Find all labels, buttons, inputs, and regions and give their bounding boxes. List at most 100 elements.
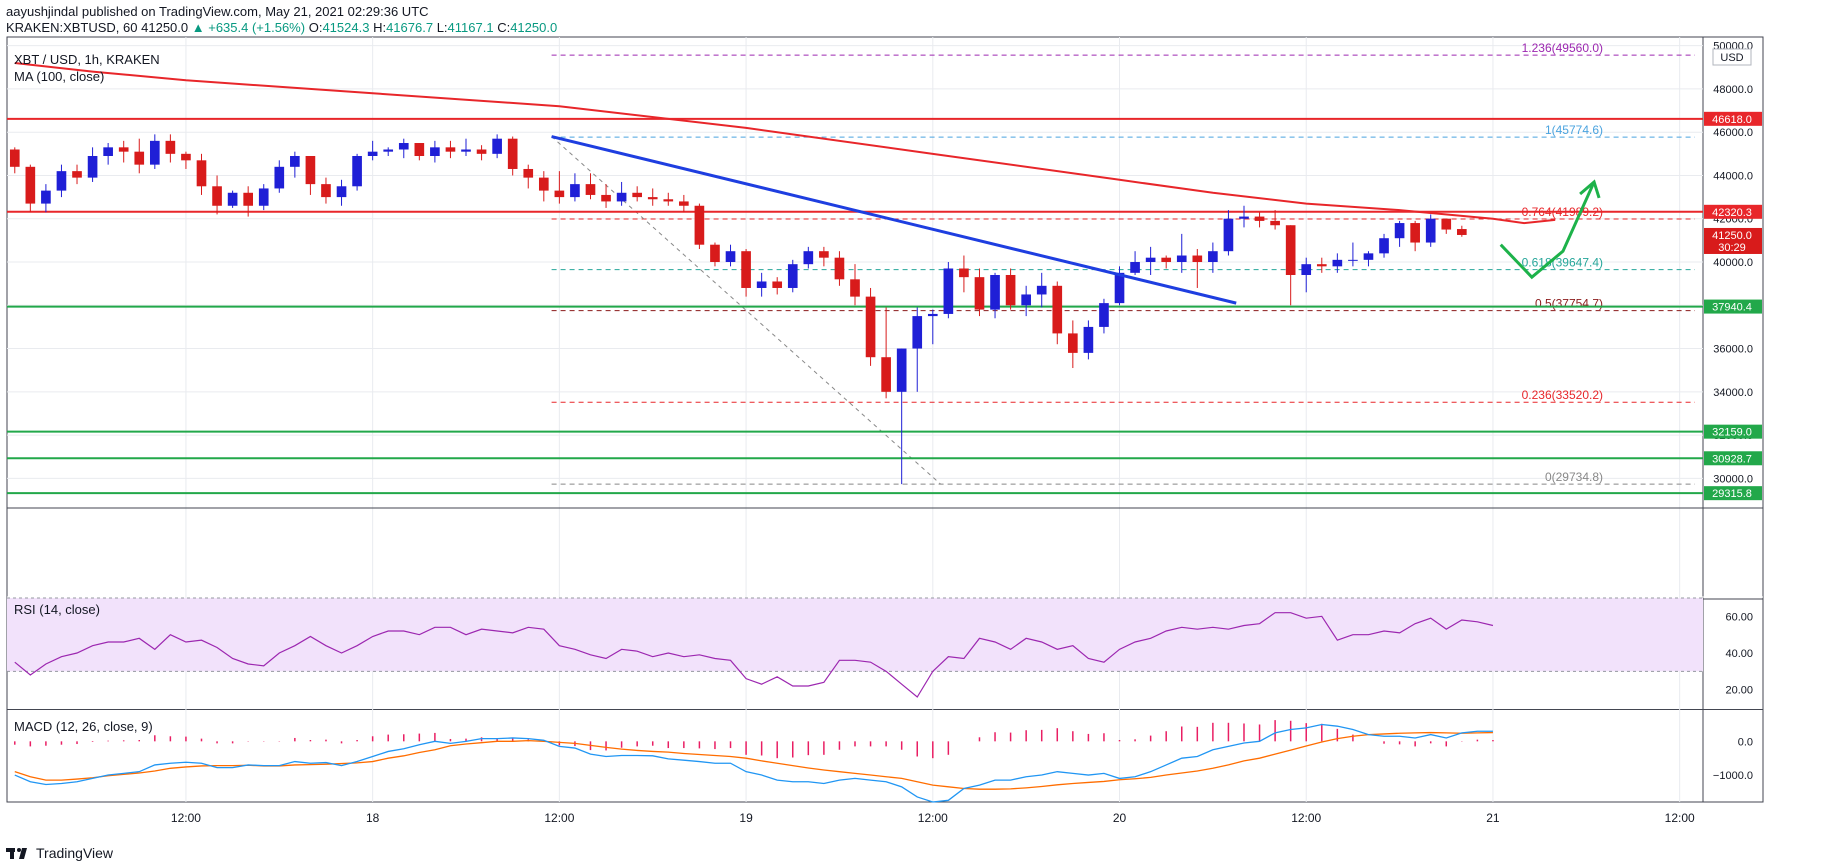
price-level-label: 37940.4 <box>1712 302 1752 314</box>
y-tick-label: 46000.0 <box>1713 127 1753 139</box>
low-label: L: <box>436 20 448 35</box>
candle-body <box>1145 257 1156 263</box>
price-level-label: 32159.0 <box>1712 427 1752 439</box>
candle-body <box>1301 264 1312 275</box>
candle-body <box>430 147 440 156</box>
candle-body <box>803 251 814 265</box>
candle-body <box>819 251 829 258</box>
candle-body <box>787 264 798 288</box>
candle-body <box>710 244 720 263</box>
candle-body <box>554 190 565 198</box>
candle-body <box>321 184 331 198</box>
price-level-label: 29315.8 <box>1712 488 1752 500</box>
candle-body <box>492 138 502 154</box>
candle-body <box>1036 285 1047 295</box>
candle-body <box>1254 216 1265 221</box>
price-level-label: 42320.3 <box>1712 207 1752 219</box>
currency-badge <box>1712 48 1752 66</box>
candle-body <box>865 296 876 358</box>
candle-body <box>959 268 969 278</box>
candle-body <box>538 177 549 191</box>
price-level-label: 41250.0 <box>1712 230 1752 242</box>
chart-frame <box>6 36 1764 803</box>
candle-body <box>305 155 316 185</box>
fib-level-label: 0.618(39647.4) <box>1522 256 1603 270</box>
price-level-tag <box>1704 451 1762 466</box>
y-tick-label: 30000.0 <box>1713 473 1753 485</box>
candle-body <box>1114 272 1125 304</box>
close-label: C: <box>497 20 511 35</box>
candle-body <box>850 279 860 297</box>
price-level-tag <box>1704 227 1762 254</box>
candle-body <box>974 277 985 310</box>
candle-body <box>1068 333 1078 353</box>
x-tick-label: 18 <box>366 811 380 825</box>
candle-body <box>1192 255 1203 263</box>
candle-body <box>990 274 1000 310</box>
candle-body <box>772 281 783 288</box>
candle-body <box>570 184 580 198</box>
candle-body <box>1441 218 1452 230</box>
x-tick-label: 12:00 <box>1665 811 1695 825</box>
candle-body <box>1239 216 1249 219</box>
x-tick-label: 19 <box>739 811 753 825</box>
x-tick-label: 20 <box>1113 811 1127 825</box>
price-level-label: 46618.0 <box>1712 114 1752 126</box>
x-tick-label: 12:00 <box>1291 811 1321 825</box>
candle-body <box>601 194 611 202</box>
candle-body <box>585 184 596 195</box>
candle-body <box>741 251 751 288</box>
candle-body <box>756 281 767 288</box>
candle-body <box>1052 285 1063 334</box>
candle-body <box>103 147 113 156</box>
macd-tick-label: −1000.0 <box>1713 770 1753 782</box>
candle-body <box>943 268 954 314</box>
footer-brand[interactable]: TradingView <box>36 845 114 861</box>
candle-body <box>1285 225 1296 275</box>
candle-body <box>336 186 347 198</box>
x-tick-label: 12:00 <box>171 811 201 825</box>
ma100-line <box>14 61 1556 225</box>
candle-body <box>725 251 736 263</box>
candle-body <box>134 151 145 165</box>
candle-body <box>1208 251 1218 263</box>
price-level-label: 30928.7 <box>1712 453 1752 465</box>
candle-body <box>1099 303 1109 327</box>
candle-body <box>616 192 627 202</box>
candle-body <box>383 149 394 152</box>
candle-body <box>507 138 518 169</box>
candle-body <box>1379 238 1389 254</box>
candle-body <box>274 166 285 189</box>
rsi-title: RSI (14, close) <box>14 602 100 617</box>
candle-body <box>25 166 36 204</box>
candle-body <box>72 171 82 178</box>
x-tick-label: 21 <box>1486 811 1500 825</box>
candle-body <box>1021 294 1031 306</box>
tradingview-logo-icon <box>6 848 27 859</box>
candle-body <box>461 149 471 152</box>
high-value: 41676.7 <box>386 20 434 35</box>
rsi-tick-label: 40.00 <box>1725 648 1753 660</box>
macd-line <box>14 723 1493 803</box>
candle-body <box>9 149 20 167</box>
price-level-tag <box>1704 424 1762 439</box>
candle-body <box>694 205 705 245</box>
candle-body <box>679 201 689 206</box>
candle-body <box>165 140 176 154</box>
high-label: H: <box>373 20 387 35</box>
x-tick-label: 12:00 <box>918 811 948 825</box>
y-tick-label: 34000.0 <box>1713 387 1753 399</box>
chart-title: XBT / USD, 1h, KRAKEN <box>14 52 160 67</box>
candle-body <box>1425 218 1436 243</box>
candle-body <box>227 192 238 206</box>
candle-body <box>1316 264 1327 267</box>
candle-body <box>243 192 253 206</box>
candle-body <box>258 188 269 206</box>
y-tick-label: 48000.0 <box>1713 84 1753 96</box>
rsi-tick-label: 60.00 <box>1725 611 1753 623</box>
macd-title: MACD (12, 26, close, 9) <box>14 719 153 734</box>
candle-body <box>1083 326 1094 353</box>
price-level-tag <box>1704 204 1762 219</box>
candle-body <box>476 149 487 154</box>
